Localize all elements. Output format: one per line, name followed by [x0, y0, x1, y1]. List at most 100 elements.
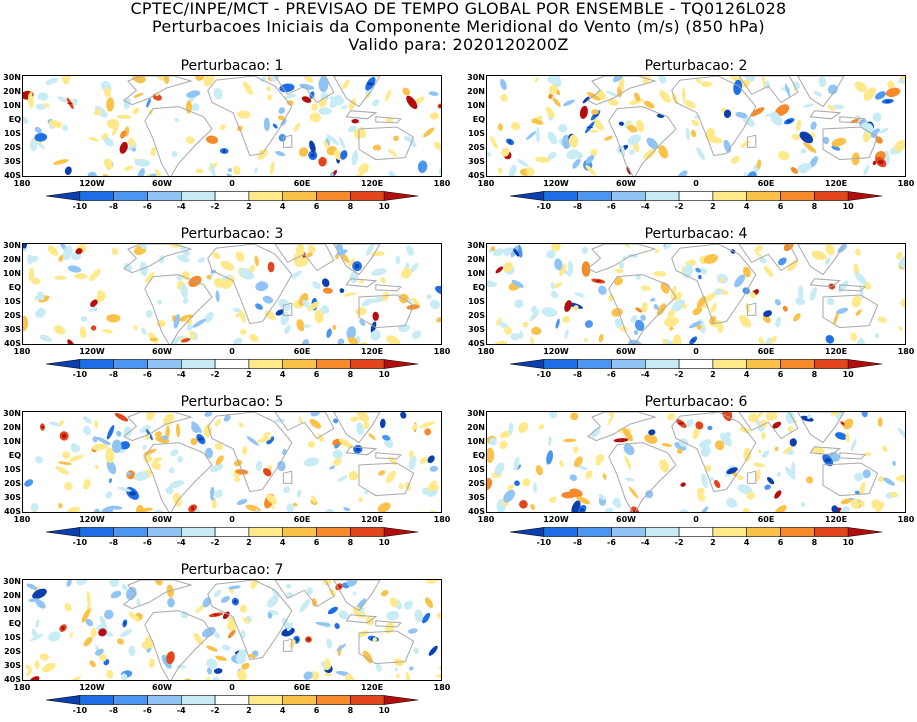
- anomaly-patch: [736, 475, 744, 481]
- anomaly-patch: [426, 580, 439, 584]
- colorbar-bin: [543, 527, 578, 537]
- anomaly-patch: [742, 116, 755, 127]
- colorbar-label: 10: [842, 202, 854, 211]
- colorbar-bin: [316, 695, 351, 705]
- anomaly-patch: [106, 118, 120, 129]
- colorbar-bin: [510, 527, 545, 537]
- colorbar-label: -8: [573, 538, 583, 547]
- anomaly-patch: [499, 440, 508, 450]
- anomaly-patch: [686, 418, 694, 427]
- latitude-label: EQ: [472, 115, 485, 124]
- anomaly-patch: [564, 329, 569, 339]
- anomaly-patch: [827, 104, 836, 112]
- colorbar-bin: [611, 359, 646, 369]
- anomaly-patch: [628, 339, 642, 344]
- anomaly-patch: [235, 312, 241, 318]
- coastline: [122, 580, 193, 610]
- anomaly-patch: [146, 309, 153, 318]
- anomaly-patch: [772, 421, 782, 429]
- colorbar-label: -4: [176, 538, 186, 547]
- coastline: [345, 614, 378, 624]
- anomaly-patch: [48, 631, 61, 642]
- anomaly-patch: [283, 93, 297, 99]
- anomaly-patch: [568, 134, 579, 148]
- anomaly-patch: [635, 273, 641, 280]
- latitude-label: 10N: [467, 269, 485, 278]
- anomaly-patch: [106, 97, 115, 112]
- anomaly-patch: [657, 76, 667, 84]
- anomaly-patch: [35, 599, 46, 609]
- colorbar: [46, 191, 418, 201]
- colorbar-label: -6: [143, 370, 152, 379]
- longitude-label: 180: [13, 515, 31, 524]
- colorbar-label: 4: [279, 706, 286, 715]
- anomaly-patch: [401, 267, 412, 279]
- anomaly-patch: [350, 416, 359, 422]
- anomaly-patch: [186, 323, 193, 331]
- anomaly-patch: [111, 247, 119, 256]
- anomaly-patch: [755, 469, 761, 482]
- anomaly-patch: [206, 667, 213, 675]
- anomaly-patch: [362, 650, 373, 664]
- anomaly-patch: [100, 506, 114, 512]
- anomaly-patch: [24, 479, 34, 487]
- anomaly-core: [579, 508, 585, 512]
- anomaly-patch: [800, 502, 806, 507]
- colorbar-label: 2: [246, 370, 252, 379]
- latitude-label: EQ: [8, 619, 21, 628]
- anomaly-patch: [503, 261, 513, 273]
- anomaly-patch: [275, 151, 286, 157]
- anomaly-patch: [676, 448, 683, 454]
- anomaly-patch: [590, 148, 598, 157]
- anomaly-patch: [236, 669, 247, 680]
- anomaly-patch: [131, 147, 136, 152]
- colorbar-label: -2: [210, 202, 220, 211]
- anomaly-patch: [349, 271, 359, 284]
- anomaly-patch: [855, 309, 862, 316]
- anomaly-patch: [896, 252, 903, 260]
- anomaly-patch: [408, 455, 417, 470]
- anomaly-patch: [428, 91, 439, 96]
- anomaly-patch: [42, 662, 56, 673]
- anomaly-patch: [329, 94, 342, 108]
- anomaly-patch: [193, 632, 204, 646]
- anomaly-patch: [220, 596, 230, 603]
- anomaly-patch: [286, 503, 294, 512]
- anomaly-patch: [395, 674, 400, 679]
- anomaly-patch: [550, 281, 555, 290]
- anomaly-patch: [574, 292, 586, 298]
- anomaly-patch: [629, 149, 635, 155]
- latitude-label: 40S: [468, 339, 485, 348]
- anomaly-patch: [703, 254, 718, 264]
- anomaly-patch: [94, 420, 99, 428]
- anomaly-patch: [289, 639, 296, 648]
- anomaly-patch: [346, 326, 357, 340]
- anomaly-patch: [61, 76, 71, 85]
- anomaly-patch: [156, 319, 166, 328]
- anomaly-patch: [775, 104, 790, 117]
- coastline: [358, 126, 415, 161]
- latitude-label: 10S: [4, 297, 21, 306]
- anomaly-patch: [424, 597, 434, 608]
- anomaly-patch: [214, 632, 221, 639]
- anomaly-patch: [27, 93, 34, 109]
- anomaly-patch: [614, 318, 623, 329]
- anomaly-patch: [559, 263, 567, 277]
- anomaly-patch: [290, 270, 302, 279]
- anomaly-patch: [232, 307, 241, 313]
- anomaly-patch: [519, 500, 528, 509]
- anomaly-patch: [303, 457, 320, 467]
- anomaly-patch: [37, 142, 46, 149]
- anomaly-patch: [270, 505, 275, 509]
- anomaly-patch: [72, 98, 78, 106]
- colorbar-label: -10: [72, 202, 88, 211]
- anomaly-patch: [283, 486, 291, 494]
- anomaly-patch: [238, 422, 244, 428]
- anomaly-patch: [348, 470, 359, 481]
- coastline: [282, 302, 293, 316]
- anomaly-patch: [31, 277, 41, 285]
- colorbar-bin: [147, 359, 182, 369]
- anomaly-patch: [64, 603, 72, 612]
- anomaly-patch: [322, 287, 333, 294]
- anomaly-patch: [898, 476, 905, 483]
